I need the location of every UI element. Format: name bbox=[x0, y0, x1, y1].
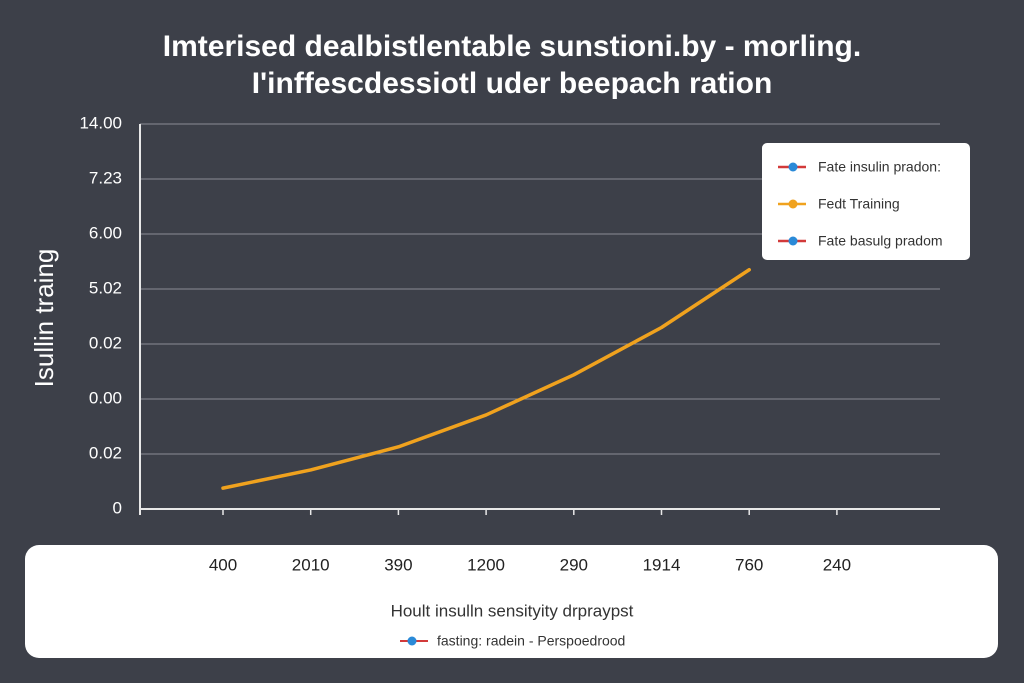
legend-marker bbox=[788, 199, 798, 209]
x-tick-label: 400 bbox=[209, 555, 237, 574]
y-tick-label: 5.02 bbox=[89, 278, 122, 297]
x-tick-label: 2010 bbox=[292, 555, 330, 574]
legend-label: Fedt Training bbox=[818, 196, 900, 212]
legend-label: Fate basulg pradom bbox=[818, 233, 943, 249]
y-tick-label: 14.00 bbox=[79, 113, 122, 132]
legend-marker bbox=[788, 236, 798, 246]
legend-label: Fate insulin pradon: bbox=[818, 159, 941, 175]
x-axis-panel bbox=[25, 545, 998, 658]
x-tick-label: 290 bbox=[560, 555, 588, 574]
legend-marker bbox=[788, 162, 798, 172]
x-tick-label: 240 bbox=[823, 555, 851, 574]
note-icon bbox=[407, 636, 417, 646]
series-line bbox=[221, 268, 751, 490]
x-tick-label: 390 bbox=[384, 555, 412, 574]
x-tick-label: 1914 bbox=[643, 555, 681, 574]
x-tick-label: 760 bbox=[735, 555, 763, 574]
y-tick-label: 0 bbox=[113, 498, 122, 517]
x-axis-label: Hoult insulln sensityity drpraypst bbox=[391, 601, 634, 620]
y-tick-label: 0.02 bbox=[89, 333, 122, 352]
legend-box bbox=[762, 143, 970, 260]
x-tick-label: 1200 bbox=[467, 555, 505, 574]
note: fasting: radein - Perspoedrood bbox=[437, 633, 625, 649]
chart-title: I'inffescdessiotl uder beepach ration bbox=[252, 67, 773, 100]
chart-title: Imterised dealbistlentable sunstioni.by … bbox=[163, 30, 861, 63]
y-tick-label: 0.02 bbox=[89, 443, 122, 462]
y-axis-label: Isullin traing bbox=[29, 249, 59, 388]
y-tick-label: 7.23 bbox=[89, 168, 122, 187]
y-tick-label: 0.00 bbox=[89, 388, 122, 407]
y-tick-label: 6.00 bbox=[89, 223, 122, 242]
